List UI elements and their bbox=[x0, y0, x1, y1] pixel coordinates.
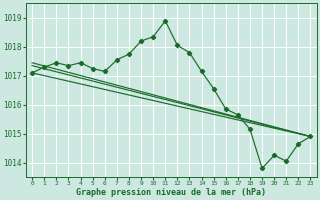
X-axis label: Graphe pression niveau de la mer (hPa): Graphe pression niveau de la mer (hPa) bbox=[76, 188, 266, 197]
